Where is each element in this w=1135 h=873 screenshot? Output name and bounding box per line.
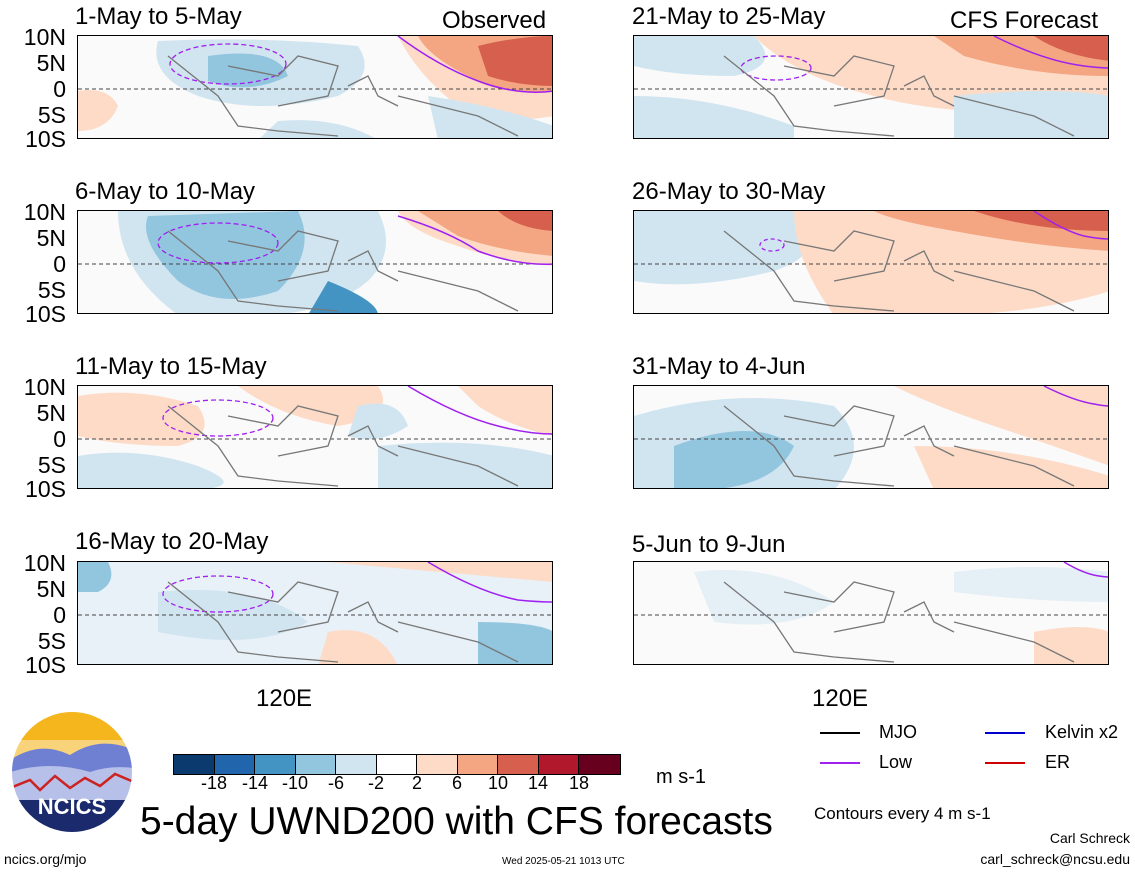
panel-title-obs-2: 6-May to 10-May (75, 178, 256, 205)
panel-title-fcst-1: 21-May to 25-May (632, 3, 826, 30)
colorbar-tick: 14 (527, 773, 549, 793)
lat-label: 0 (53, 426, 66, 452)
colorbar-tick: -10 (281, 773, 309, 793)
footer-email: carl_schreck@ncsu.edu (980, 851, 1130, 867)
lat-label: 0 (53, 76, 66, 102)
lat-label: 10N (23, 24, 66, 50)
panel-title-obs-1: 1-May to 5-May (75, 3, 242, 30)
lat-label: 10S (25, 301, 66, 327)
footer-url: ncics.org/mjo (4, 851, 87, 867)
colorbar-tick: -14 (241, 773, 269, 793)
map-panel-obs-1 (77, 35, 553, 139)
lat-label: 5S (37, 452, 66, 478)
colorbar-swatch (295, 755, 336, 774)
lat-label: 0 (53, 602, 66, 628)
colorbar-swatch (579, 755, 620, 774)
map-panel-fcst-2 (633, 210, 1109, 314)
legend-label-er: ER (1045, 752, 1071, 772)
colorbar-unit: m s-1 (656, 766, 706, 788)
map-panel-fcst-3 (633, 385, 1109, 489)
colorbar-tick: -6 (327, 773, 345, 793)
legend-line-er (985, 762, 1025, 764)
lon-label-right: 120E (812, 685, 869, 712)
lat-label: 10N (23, 550, 66, 576)
colorbar-swatch (376, 755, 417, 774)
map-panel-obs-4 (77, 561, 553, 665)
colorbar-tick: 10 (487, 773, 509, 793)
legend-label-mjo: MJO (879, 722, 917, 742)
legend-label-low: Low (879, 752, 913, 772)
lat-label: 5S (37, 277, 66, 303)
lat-label: 5N (36, 400, 66, 426)
forecast-label: CFS Forecast (950, 7, 1099, 34)
panel-title-fcst-2: 26-May to 30-May (632, 178, 826, 205)
lat-label: 5S (37, 628, 66, 654)
lat-label: 5S (37, 102, 66, 128)
colorbar-tick: 6 (451, 773, 463, 793)
lat-label: 10N (23, 374, 66, 400)
observed-label: Observed (442, 7, 547, 34)
colorbar-swatch (538, 755, 579, 774)
ncics-logo: NCICS (10, 710, 134, 834)
legend-line-low (820, 762, 860, 764)
footer-author: Carl Schreck (1049, 830, 1130, 846)
lat-label: 5N (36, 50, 66, 76)
colorbar-tick: 2 (411, 773, 423, 793)
logo-text: NCICS (38, 794, 106, 819)
colorbar-swatch (498, 755, 539, 774)
colorbar-swatch (174, 755, 215, 774)
colorbar-tick: 18 (568, 773, 590, 793)
legend-line-kelvin (985, 732, 1025, 734)
colorbar-swatch (417, 755, 458, 774)
panel-title-fcst-3: 31-May to 4-Jun (632, 353, 806, 380)
colorbar-swatch (336, 755, 377, 774)
figure-title: 5-day UWND200 with CFS forecasts (140, 800, 773, 843)
lat-label: 5N (36, 225, 66, 251)
map-panel-obs-2 (77, 210, 553, 314)
footer-timestamp: Wed 2025-05-21 1013 UTC (502, 856, 625, 867)
legend-line-mjo (820, 732, 860, 734)
legend-label-kelvin: Kelvin x2 (1045, 722, 1119, 742)
lat-label: 0 (53, 251, 66, 277)
map-panel-fcst-4 (633, 561, 1109, 665)
panel-title-fcst-4: 5-Jun to 9-Jun (632, 531, 786, 558)
lat-label: 10N (23, 199, 66, 225)
panel-title-obs-3: 11-May to 15-May (75, 353, 267, 380)
colorbar-tick: -18 (200, 773, 228, 793)
panel-title-obs-4: 16-May to 20-May (75, 528, 269, 555)
contour-note: Contours every 4 m s-1 (814, 804, 991, 823)
map-panel-fcst-1 (633, 35, 1109, 139)
lat-label: 10S (25, 652, 66, 678)
colorbar-swatch (457, 755, 498, 774)
colorbar-swatch (214, 755, 255, 774)
lat-label: 10S (25, 126, 66, 152)
colorbar-swatch (255, 755, 296, 774)
lat-label: 5N (36, 576, 66, 602)
lat-label: 10S (25, 476, 66, 502)
map-panel-obs-3 (77, 385, 553, 489)
lon-label-left: 120E (256, 685, 313, 712)
colorbar-tick: -2 (367, 773, 385, 793)
colorbar (173, 754, 621, 775)
